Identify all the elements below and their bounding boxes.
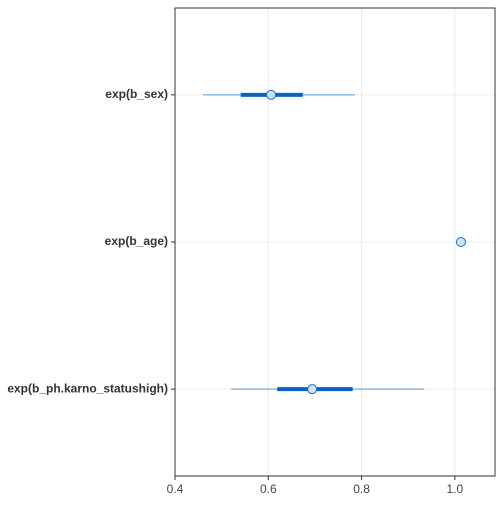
y-tick-label: exp(b_sex) (105, 87, 168, 101)
x-tick-label: 0.8 (353, 482, 370, 496)
x-tick-label: 1.0 (447, 482, 464, 496)
panel-border (174, 7, 496, 477)
point-estimate (307, 384, 318, 395)
point-estimate (266, 89, 277, 100)
y-tick-label: exp(b_ph.karno_statushigh) (7, 381, 168, 395)
y-tick-label: exp(b_age) (105, 234, 168, 248)
x-tick-label: 0.6 (260, 482, 277, 496)
x-tick-label: 0.4 (167, 482, 184, 496)
point-estimate (455, 237, 466, 247)
